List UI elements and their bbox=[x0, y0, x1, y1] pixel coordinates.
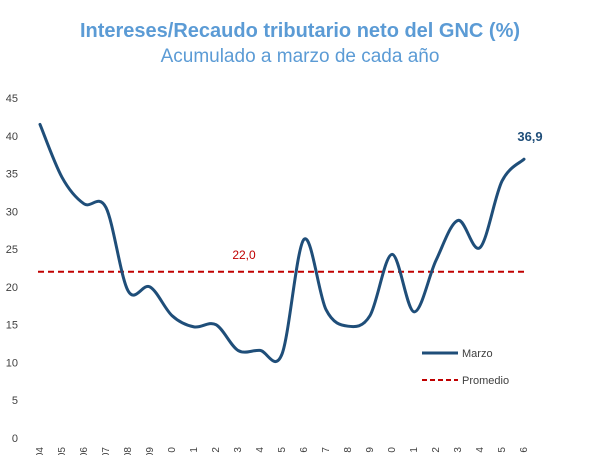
data-point-marzo bbox=[237, 349, 240, 352]
y-tick-label: 40 bbox=[6, 131, 18, 143]
x-tick-label: 0 bbox=[387, 447, 398, 453]
y-tick-label: 25 bbox=[6, 244, 18, 256]
x-tick-label: 2 bbox=[431, 447, 442, 453]
data-point-marzo bbox=[347, 325, 350, 328]
last-value-label: 36,9 bbox=[517, 129, 542, 144]
data-point-marzo bbox=[39, 123, 42, 126]
legend: Marzo Promedio bbox=[422, 348, 509, 387]
x-tick-label: 06 bbox=[79, 447, 90, 455]
x-tick-label: 6 bbox=[299, 447, 310, 453]
x-tick-label: 5 bbox=[497, 447, 508, 453]
x-tick-label: 4 bbox=[255, 447, 266, 453]
data-point-marzo bbox=[215, 323, 218, 326]
data-point-marzo bbox=[435, 259, 438, 262]
data-point-marzo bbox=[523, 158, 526, 161]
x-tick-label: 8 bbox=[343, 447, 354, 453]
y-tick-label: 5 bbox=[12, 395, 18, 407]
data-point-marzo bbox=[171, 314, 174, 317]
y-tick-label: 15 bbox=[6, 320, 18, 332]
x-tick-label: 3 bbox=[233, 447, 244, 453]
x-tick-label: 08 bbox=[123, 447, 134, 455]
y-axis-ticks: 0 5 10 15 20 25 30 35 40 45 bbox=[6, 93, 18, 445]
data-point-marzo bbox=[479, 246, 482, 249]
data-point-marzo bbox=[259, 349, 262, 352]
y-tick-label: 20 bbox=[6, 282, 18, 294]
data-point-marzo bbox=[391, 253, 394, 256]
legend-label-promedio: Promedio bbox=[462, 375, 509, 387]
x-axis-ticks: 04 05 06 07 08 09 0 1 2 3 4 5 6 7 8 9 0 1 2 3 4 5 6 bbox=[35, 447, 530, 455]
y-tick-label: 0 bbox=[12, 433, 18, 445]
x-tick-label: 04 bbox=[35, 447, 46, 455]
x-tick-label: 0 bbox=[167, 447, 178, 453]
series-line-marzo bbox=[38, 122, 526, 363]
annotations: 22,0 36,9 bbox=[232, 129, 542, 262]
chart-subtitle: Acumulado a marzo de cada año bbox=[160, 46, 440, 67]
legend-label-marzo: Marzo bbox=[462, 348, 493, 360]
y-tick-label: 35 bbox=[6, 169, 18, 181]
chart-title: Intereses/Recaudo tributario neto del GN… bbox=[79, 20, 521, 42]
x-tick-label: 9 bbox=[365, 447, 376, 453]
x-tick-label: 2 bbox=[211, 447, 222, 453]
x-tick-label: 1 bbox=[409, 447, 420, 453]
data-point-marzo bbox=[325, 308, 328, 311]
data-point-marzo bbox=[303, 238, 306, 241]
series-layer bbox=[38, 122, 526, 363]
data-point-marzo bbox=[193, 325, 196, 328]
x-tick-label: 4 bbox=[475, 447, 486, 453]
y-tick-label: 45 bbox=[6, 93, 18, 105]
data-point-marzo bbox=[501, 180, 504, 183]
data-point-marzo bbox=[369, 314, 372, 317]
x-tick-label: 07 bbox=[101, 447, 112, 455]
data-point-marzo bbox=[127, 289, 130, 292]
promedio-value-label: 22,0 bbox=[232, 248, 256, 262]
x-tick-label: 1 bbox=[189, 447, 200, 453]
x-tick-label: 5 bbox=[277, 447, 288, 453]
data-point-marzo bbox=[281, 353, 284, 356]
data-point-marzo bbox=[83, 202, 86, 205]
y-tick-label: 10 bbox=[6, 357, 18, 369]
x-tick-label: 7 bbox=[321, 447, 332, 453]
data-point-marzo bbox=[413, 310, 416, 313]
x-tick-label: 3 bbox=[453, 447, 464, 453]
data-point-marzo bbox=[457, 219, 460, 222]
data-point-marzo bbox=[149, 285, 152, 288]
x-tick-label: 05 bbox=[57, 447, 68, 455]
x-tick-label: 6 bbox=[519, 447, 530, 453]
x-tick-label: 09 bbox=[145, 447, 156, 455]
data-point-marzo bbox=[61, 176, 64, 179]
data-point-marzo bbox=[105, 206, 108, 209]
y-tick-label: 30 bbox=[6, 206, 18, 218]
